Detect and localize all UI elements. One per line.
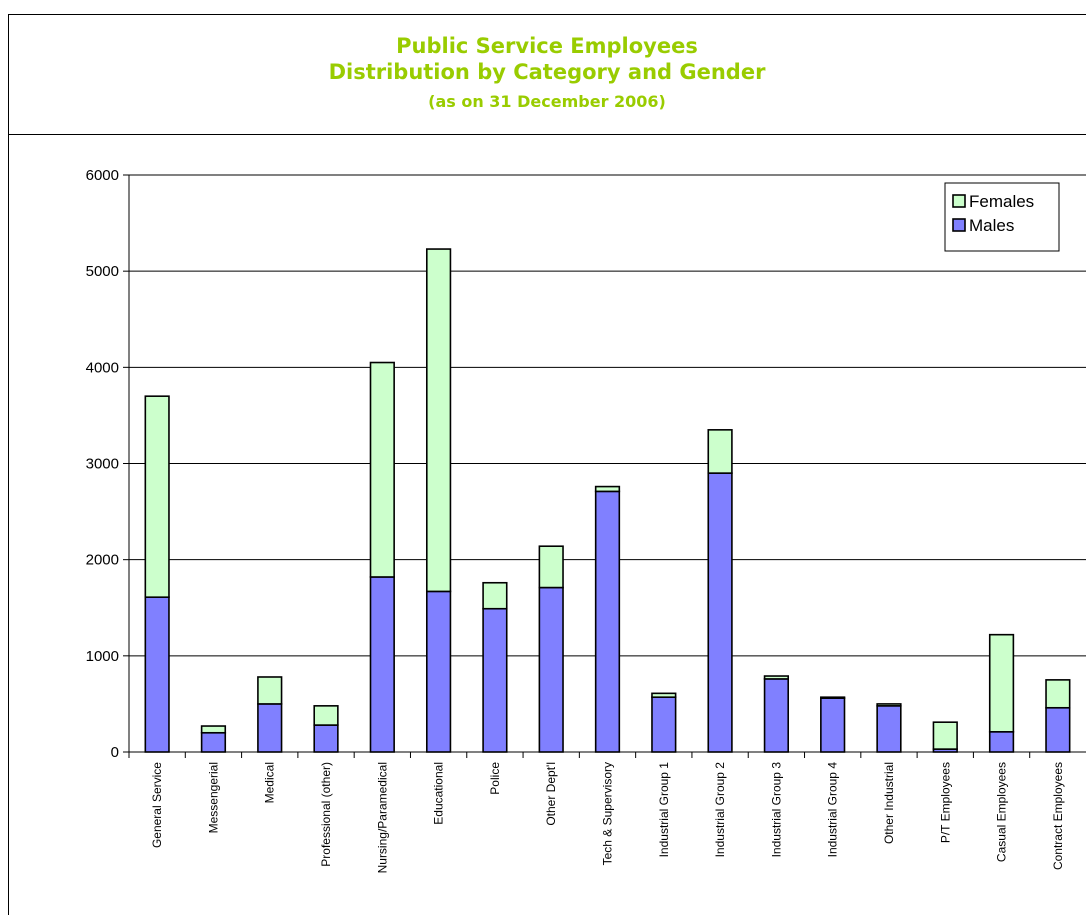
x-tick-label: Industrial Group 1 xyxy=(657,762,671,858)
bar-males xyxy=(313,724,339,753)
x-tick-label: Other Industrial xyxy=(882,762,896,844)
bar-females xyxy=(763,675,790,680)
bar-males xyxy=(876,705,902,753)
chart-subtitle: Distribution by Category and Gender xyxy=(328,60,766,84)
x-tick-label: Messengerial xyxy=(206,762,220,833)
chart-note: (as on 31 December 2006) xyxy=(428,92,666,111)
x-tick-label: P/T Employees xyxy=(938,762,952,843)
bar-males xyxy=(257,703,283,753)
bar-males xyxy=(651,696,677,753)
bar-females xyxy=(425,248,452,593)
bar-females xyxy=(820,696,846,699)
x-tick-label: General Service xyxy=(150,762,164,848)
chart-frame xyxy=(8,14,1086,915)
legend-swatch-females xyxy=(952,194,966,208)
x-tick-label: Industrial Group 3 xyxy=(769,762,783,858)
bar-males xyxy=(200,731,227,753)
y-tick-label: 6000 xyxy=(86,167,119,184)
title-box: Public Service Employees Distribution by… xyxy=(8,14,1086,135)
bar-females xyxy=(594,485,621,493)
bar-females xyxy=(200,725,227,734)
bar-females xyxy=(1045,679,1071,709)
bar-males xyxy=(538,586,564,753)
bar-females xyxy=(932,721,958,750)
x-tick-label: Nursing/Paramedical xyxy=(375,762,389,873)
bar-males xyxy=(594,490,621,753)
bar-males xyxy=(482,607,508,753)
bar-males xyxy=(820,697,846,753)
y-tick-label: 5000 xyxy=(86,263,119,280)
bar-females xyxy=(707,429,733,474)
x-tick-label: Industrial Group 2 xyxy=(713,762,727,858)
chart-title: Public Service Employees xyxy=(396,34,698,58)
x-tick-label: Medical xyxy=(263,762,277,803)
bar-males xyxy=(763,678,790,753)
legend-label-females: Females xyxy=(969,192,1034,211)
y-tick-label: 2000 xyxy=(86,552,119,569)
bar-males xyxy=(988,731,1015,753)
bar-males xyxy=(369,576,395,753)
bar-females xyxy=(257,676,283,705)
bar-males xyxy=(1045,706,1071,753)
bar-females xyxy=(651,692,677,698)
bar-males xyxy=(144,596,170,753)
y-tick-label: 1000 xyxy=(86,648,119,665)
x-tick-label: Educational xyxy=(432,762,446,825)
bar-females xyxy=(313,705,339,726)
x-tick-label: Casual Employees xyxy=(995,762,1009,862)
x-tick-label: Police xyxy=(488,762,502,795)
x-tick-label: Other Dept'l xyxy=(544,762,558,826)
bar-females xyxy=(876,703,902,707)
bar-males xyxy=(425,590,452,753)
legend-box xyxy=(944,182,1060,252)
bar-females xyxy=(482,581,508,610)
bar-females xyxy=(988,633,1015,733)
bar-females xyxy=(538,545,564,589)
x-tick-label: Professional (other) xyxy=(319,762,333,867)
legend-label-males: Males xyxy=(969,216,1014,235)
bar-males xyxy=(707,472,733,753)
bar-females xyxy=(369,361,395,578)
y-tick-label: 0 xyxy=(111,744,119,761)
x-tick-label: Tech & Supervisory xyxy=(601,762,615,865)
y-tick-label: 3000 xyxy=(86,456,119,473)
x-tick-label: Industrial Group 4 xyxy=(826,762,840,858)
bar-females xyxy=(144,395,170,598)
legend-swatch-males xyxy=(952,218,966,232)
x-tick-label: Contract Employees xyxy=(1051,762,1065,870)
y-tick-label: 4000 xyxy=(86,359,119,376)
